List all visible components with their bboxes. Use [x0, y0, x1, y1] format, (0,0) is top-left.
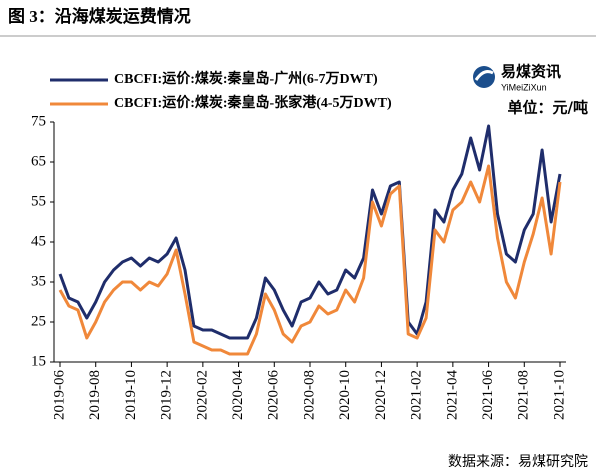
y-tick-label: 45: [31, 233, 46, 249]
logo-icon: [473, 66, 495, 88]
logo-name: 易煤资讯: [501, 63, 561, 81]
source: 数据来源：易煤研究院: [448, 454, 588, 470]
y-tick-label: 65: [31, 153, 46, 169]
x-tick-label: 2021-02: [409, 370, 425, 420]
logo: 易煤资讯 YiMeiZiXun: [473, 63, 561, 92]
series-line: [58, 164, 562, 356]
legend-label: CBCFI:运价:煤炭:秦皇岛-广州(6-7万DWT): [114, 70, 378, 87]
x-tick-label: 2021-04: [444, 370, 460, 420]
y-tick-label: 75: [31, 113, 46, 129]
x-tick-label: 2020-12: [373, 370, 389, 420]
x-tick-label: 2020-08: [301, 370, 317, 420]
x-tick-label: 2019-08: [87, 370, 103, 420]
x-tick-label: 2019-10: [123, 370, 139, 420]
logo-swoosh: [474, 70, 494, 81]
logo-subtitle: YiMeiZiXun: [501, 82, 547, 92]
x-tick-label: 2019-06: [51, 370, 67, 420]
x-tick-label: 2020-06: [266, 370, 282, 420]
y-tick-label: 35: [31, 273, 46, 289]
chart-title: 图 3：沿海煤炭运费情况: [8, 6, 191, 26]
x-tick-label: 2021-06: [480, 370, 496, 420]
y-tick-label: 15: [31, 353, 46, 369]
unit-label: 单位：元/吨: [508, 99, 588, 117]
y-tick-label: 25: [31, 313, 46, 329]
legend-label: CBCFI:运价:煤炭:秦皇岛-张家港(4-5万DWT): [114, 94, 392, 111]
x-tick-label: 2021-10: [551, 370, 567, 420]
x-tick-label: 2020-10: [337, 370, 353, 420]
x-tick-label: 2020-04: [230, 370, 246, 420]
x-tick-label: 2021-08: [516, 370, 532, 420]
x-tick-label: 2020-02: [194, 370, 210, 420]
series-line: [58, 124, 562, 340]
y-tick-label: 55: [31, 193, 46, 209]
x-tick-label: 2019-12: [159, 370, 175, 420]
